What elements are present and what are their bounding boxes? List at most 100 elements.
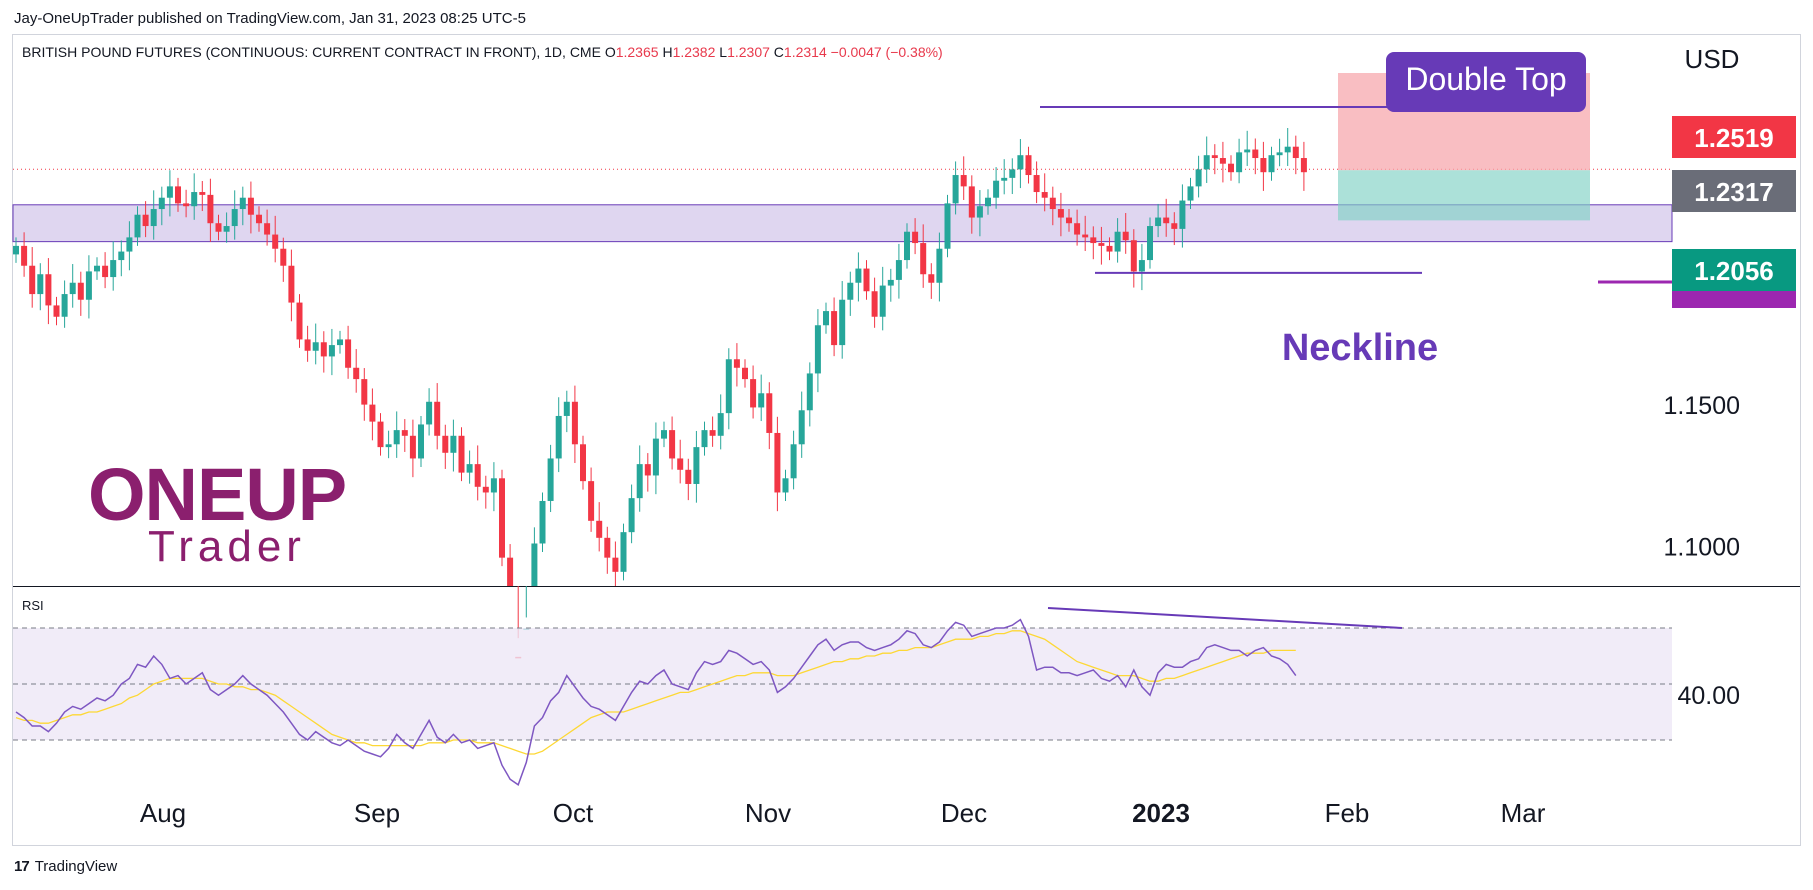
candle-body <box>571 401 578 445</box>
candle-body <box>288 265 295 303</box>
candle-body <box>1292 146 1299 159</box>
candle <box>69 264 76 308</box>
candle-body <box>1138 260 1145 272</box>
candle <box>1138 243 1145 291</box>
candle <box>1268 146 1275 181</box>
candle-body <box>547 458 554 501</box>
candle-body <box>596 520 603 538</box>
candle-body <box>94 265 100 272</box>
candle <box>580 435 586 490</box>
low-key: L <box>719 44 728 60</box>
candle <box>21 232 28 277</box>
candle-body <box>256 214 262 224</box>
candle-body <box>742 367 748 380</box>
candle-body <box>985 197 991 207</box>
candle-body <box>1130 240 1137 272</box>
candle-body <box>118 251 125 261</box>
candle-body <box>1001 177 1008 181</box>
candle <box>239 186 246 226</box>
candle-body <box>474 464 481 487</box>
high-key: H <box>662 44 673 60</box>
candle-body <box>304 339 311 351</box>
candle <box>806 362 813 427</box>
candle <box>936 232 943 302</box>
candle-body <box>223 226 230 232</box>
candle-body <box>709 430 716 436</box>
candle <box>523 586 530 631</box>
candle <box>596 502 603 552</box>
candle-body <box>175 186 181 204</box>
candle-body <box>426 401 433 425</box>
candle <box>61 280 68 328</box>
candle <box>1098 226 1105 265</box>
candle-body <box>993 180 1000 198</box>
candle <box>1147 217 1153 269</box>
candle <box>134 206 141 246</box>
candle <box>345 325 352 379</box>
candle-body <box>1244 149 1251 153</box>
candle <box>126 221 133 271</box>
candle-body <box>1009 169 1016 178</box>
candle-body <box>620 532 627 572</box>
candle <box>823 302 829 334</box>
candle-body <box>1252 149 1259 159</box>
candle <box>256 206 262 232</box>
candle <box>628 484 635 544</box>
candle <box>1130 229 1137 288</box>
candle <box>1211 144 1218 175</box>
take-profit-zone <box>1338 170 1590 221</box>
candle <box>102 252 109 289</box>
candle <box>693 430 700 503</box>
candle <box>450 419 457 472</box>
candle-body <box>1179 200 1186 229</box>
candle-body <box>1066 217 1072 224</box>
candle-body <box>53 305 60 317</box>
candle-body <box>814 325 821 374</box>
candle-body <box>239 197 246 210</box>
candle-body <box>77 282 84 300</box>
candle <box>571 385 578 463</box>
candle-body <box>1219 158 1226 164</box>
candle-body <box>701 430 708 448</box>
candle-body <box>904 231 910 261</box>
candle-body <box>976 206 983 218</box>
candle <box>895 243 902 299</box>
candle-body <box>1163 217 1170 224</box>
candle-body <box>563 401 570 416</box>
time-tick: Nov <box>745 798 791 828</box>
candle <box>264 209 271 246</box>
candle-body <box>126 237 133 252</box>
candle-body <box>312 342 319 351</box>
price-label-box <box>1672 170 1796 212</box>
candle <box>158 186 165 226</box>
price-tick: 1.1000 <box>1664 533 1740 561</box>
neckline-label: Neckline <box>1282 327 1438 369</box>
candle-body <box>847 282 854 300</box>
candle-body <box>539 500 546 544</box>
candle-body <box>774 432 781 493</box>
candle <box>215 214 222 241</box>
tradingview-footer[interactable]: 17 TradingView <box>14 858 117 875</box>
time-tick: Sep <box>354 798 400 828</box>
candle-body <box>1203 155 1210 170</box>
candle-body <box>1147 226 1153 261</box>
candle-body <box>1155 217 1162 227</box>
candle-body <box>750 379 757 408</box>
candle-body <box>944 203 951 249</box>
candle <box>887 268 894 302</box>
publish-line: Jay-OneUpTrader published on TradingView… <box>14 10 526 27</box>
symbol-legend: BRITISH POUND FUTURES (CONTINUOUS: CURRE… <box>22 44 943 60</box>
candle <box>328 328 335 376</box>
price-label-box <box>1672 249 1796 291</box>
time-tick: Feb <box>1325 798 1370 828</box>
candle-body <box>1276 152 1283 156</box>
candle <box>482 475 489 509</box>
candle-body <box>580 444 586 482</box>
candle-body <box>507 557 514 586</box>
candle <box>644 453 651 492</box>
candle <box>1074 209 1081 246</box>
candle-body <box>782 478 789 493</box>
candle-body <box>968 186 975 218</box>
candle <box>1244 130 1251 166</box>
